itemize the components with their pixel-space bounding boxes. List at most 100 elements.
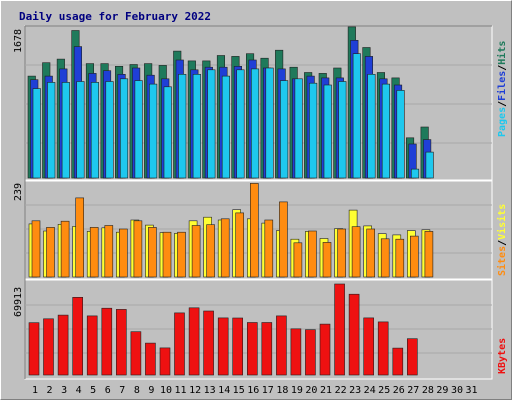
x-axis-day-labels: 1 2 3 4 5 6 7 8 9 10 11 12 13 14 15 16 17 18 19 20 21 22 23 24 2… <box>32 385 478 396</box>
x-tick-label: 2 <box>46 385 52 396</box>
x-tick-label: 19 <box>291 385 303 396</box>
sites-bar <box>366 228 376 278</box>
sites-bar <box>177 231 186 278</box>
pages-bar <box>309 82 318 179</box>
sites-bar <box>337 228 346 278</box>
sites-bar <box>148 227 157 278</box>
kbytes-bar <box>203 310 214 376</box>
kbytes-bar <box>232 317 243 376</box>
sites-bar <box>279 201 288 278</box>
pages-bar <box>367 74 376 179</box>
sites-bar <box>46 227 55 278</box>
pages-bar <box>163 86 172 179</box>
kbytes-bar <box>188 307 200 376</box>
legend-visits: Visits <box>496 204 508 240</box>
visits-sites-bars <box>28 183 434 278</box>
pages-bar <box>410 168 420 179</box>
pages-bar <box>352 53 361 179</box>
x-tick-label: 18 <box>276 385 288 396</box>
legend-sites: Sites <box>496 246 508 276</box>
kbytes-bar <box>290 328 302 376</box>
sites-bar <box>104 225 114 278</box>
x-tick-label: 3 <box>61 385 67 396</box>
pages-bar <box>396 90 405 179</box>
pages-bar <box>90 82 99 179</box>
legend-pages: Pages <box>497 107 508 137</box>
bottom-max-label: 69913 <box>13 287 24 317</box>
sites-bar <box>322 242 332 278</box>
x-tick-label: 6 <box>105 385 111 396</box>
x-tick-label: 17 <box>262 385 274 396</box>
kbytes-bar <box>86 315 98 376</box>
legend-kbytes: KBytes <box>497 338 508 374</box>
x-tick-label: 29 <box>436 385 448 396</box>
x-tick-label: 31 <box>465 385 477 396</box>
sites-bar <box>220 218 230 278</box>
x-tick-label: 20 <box>305 385 317 396</box>
kbytes-bar <box>174 312 185 376</box>
middle-max-label: 239 <box>13 183 24 201</box>
sites-bar <box>191 225 201 278</box>
kbytes-bars <box>28 283 418 376</box>
kbytes-bar <box>57 314 69 376</box>
sites-bar <box>119 228 128 278</box>
kbytes-bar <box>276 315 287 376</box>
sites-bar <box>308 230 317 278</box>
kbytes-bar <box>377 321 389 376</box>
sites-bar <box>250 183 259 278</box>
sites-bar <box>380 238 390 278</box>
kbytes-bar <box>392 347 404 376</box>
pages-bar <box>192 74 201 179</box>
legend-hits: Hits <box>496 41 508 65</box>
x-tick-label: 11 <box>174 385 186 396</box>
pages-bar <box>236 69 245 179</box>
kbytes-bar <box>72 296 83 376</box>
pages-bar <box>251 68 260 179</box>
sites-bar <box>409 235 419 278</box>
sites-bar <box>293 242 303 278</box>
pages-bar <box>323 84 332 179</box>
chart-title: Daily usage for February 2022 <box>19 10 211 23</box>
pages-bar <box>76 81 85 179</box>
x-tick-label: 16 <box>247 385 259 396</box>
kbytes-bar <box>247 322 258 376</box>
kbytes-bar <box>363 317 375 376</box>
sites-bar <box>206 224 215 278</box>
pages-bar <box>425 151 434 179</box>
pages-bar <box>207 69 216 179</box>
pages-bar <box>381 83 391 179</box>
kbytes-bar <box>116 309 127 376</box>
sites-bar <box>31 220 41 278</box>
pages-bar <box>178 74 187 179</box>
top-max-label: 1678 <box>13 29 24 53</box>
x-tick-label: 21 <box>320 385 332 396</box>
pages-bar <box>105 81 114 179</box>
pages-bar <box>120 78 129 179</box>
kbytes-bar <box>348 293 360 376</box>
x-tick-label: 24 <box>364 385 376 396</box>
pages-bar <box>47 82 56 179</box>
sites-bar <box>264 219 274 278</box>
x-tick-label: 14 <box>218 385 230 396</box>
x-tick-label: 7 <box>119 385 125 396</box>
sites-bar <box>162 231 172 278</box>
kbytes-bar <box>406 338 418 376</box>
pages-bar <box>61 82 70 179</box>
x-tick-label: 5 <box>90 385 96 396</box>
pages-bar <box>265 67 274 179</box>
x-tick-label: 9 <box>148 385 154 396</box>
sites-bar <box>395 238 405 278</box>
kbytes-bar <box>319 323 331 376</box>
pages-bar <box>280 80 289 179</box>
x-tick-label: 28 <box>422 385 434 396</box>
kbytes-bar <box>43 318 54 376</box>
pages-bar <box>149 83 158 179</box>
hits-files-pages-bars <box>27 26 434 179</box>
x-tick-label: 15 <box>233 385 245 396</box>
x-tick-label: 13 <box>204 385 216 396</box>
x-tick-label: 4 <box>76 385 82 396</box>
kbytes-bar <box>130 331 142 376</box>
sites-bar <box>89 227 99 278</box>
